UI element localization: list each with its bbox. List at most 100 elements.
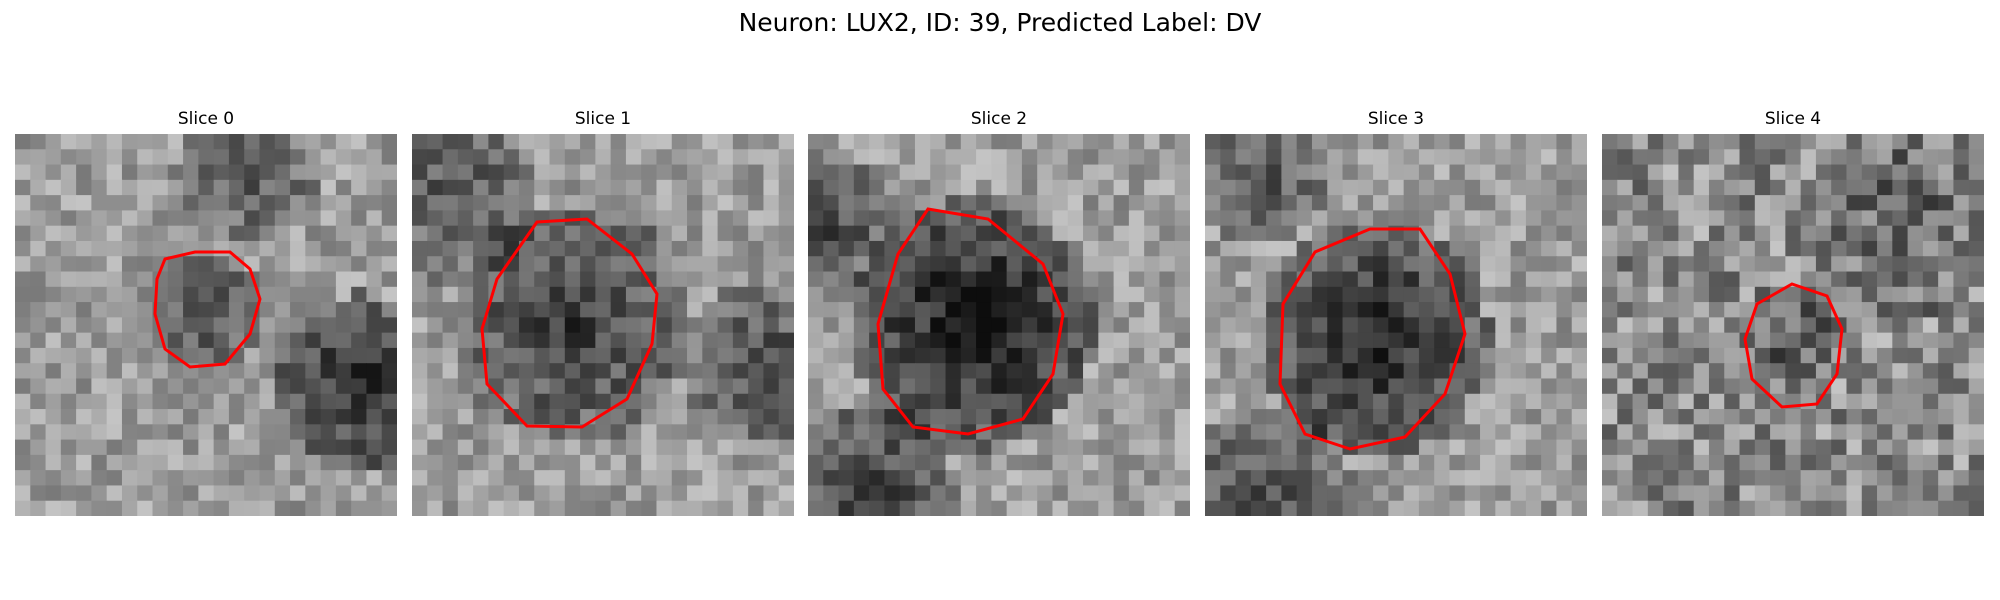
pixel bbox=[488, 179, 505, 196]
pixel bbox=[152, 240, 169, 257]
pixel bbox=[1754, 302, 1771, 318]
pixel bbox=[1800, 439, 1817, 456]
pixel bbox=[1647, 210, 1664, 227]
pixel bbox=[1205, 149, 1221, 166]
pixel bbox=[671, 256, 688, 273]
pixel bbox=[1449, 225, 1466, 242]
pixel bbox=[1831, 179, 1848, 196]
pixel bbox=[1693, 286, 1710, 303]
pixel bbox=[1495, 378, 1512, 395]
pixel bbox=[106, 225, 123, 242]
pixel bbox=[1663, 210, 1679, 227]
pixel bbox=[808, 332, 824, 349]
pixel bbox=[1480, 439, 1496, 456]
pixel bbox=[106, 179, 123, 196]
pixel bbox=[564, 240, 581, 257]
pixel bbox=[76, 485, 92, 502]
pixel bbox=[1877, 424, 1893, 441]
pixel bbox=[1311, 179, 1328, 196]
pixel bbox=[991, 424, 1008, 441]
pixel bbox=[564, 286, 581, 303]
pixel bbox=[45, 485, 62, 502]
pixel bbox=[1785, 302, 1802, 318]
pixel bbox=[1235, 210, 1252, 227]
pixel bbox=[1388, 240, 1405, 257]
pixel bbox=[1311, 332, 1328, 349]
pixel bbox=[228, 454, 245, 471]
pixel bbox=[778, 286, 794, 303]
pixel bbox=[274, 485, 291, 502]
pixel bbox=[1647, 439, 1664, 456]
pixel bbox=[1403, 409, 1420, 425]
pixel bbox=[1357, 195, 1374, 211]
pixel bbox=[656, 332, 673, 349]
pixel bbox=[198, 454, 215, 471]
pixel bbox=[305, 347, 322, 364]
pixel bbox=[1938, 240, 1955, 257]
pixel bbox=[1159, 179, 1176, 196]
pixel bbox=[1113, 317, 1130, 334]
pixel bbox=[152, 164, 169, 181]
pixel bbox=[976, 164, 992, 181]
pixel bbox=[1968, 271, 1984, 288]
pixel bbox=[518, 500, 535, 516]
pixel bbox=[717, 393, 734, 410]
pixel bbox=[823, 454, 840, 471]
pixel bbox=[76, 286, 92, 303]
slice-image-2 bbox=[808, 134, 1190, 516]
pixel bbox=[1098, 195, 1115, 211]
pixel bbox=[534, 363, 551, 380]
pixel bbox=[1617, 347, 1634, 364]
pixel bbox=[914, 134, 931, 150]
pixel bbox=[1052, 134, 1069, 150]
pixel bbox=[213, 225, 230, 242]
pixel bbox=[1021, 179, 1038, 196]
pixel bbox=[625, 424, 642, 441]
pixel bbox=[1296, 302, 1313, 318]
pixel bbox=[549, 332, 566, 349]
pixel bbox=[1098, 332, 1115, 349]
pixel bbox=[1663, 454, 1679, 471]
pixel bbox=[1311, 500, 1328, 516]
pixel bbox=[366, 256, 383, 273]
pixel bbox=[960, 378, 977, 395]
pixel bbox=[274, 439, 291, 456]
pixel bbox=[335, 134, 352, 150]
pixel bbox=[30, 409, 47, 425]
pixel bbox=[1953, 409, 1970, 425]
pixel bbox=[1632, 302, 1649, 318]
pixel bbox=[457, 317, 474, 334]
pixel bbox=[518, 317, 535, 334]
pixel bbox=[991, 378, 1008, 395]
pixel bbox=[1907, 179, 1924, 196]
pixel bbox=[1800, 195, 1817, 211]
pixel bbox=[1235, 240, 1252, 257]
pixel bbox=[1128, 195, 1145, 211]
pixel bbox=[1067, 470, 1084, 487]
pixel bbox=[1128, 439, 1145, 456]
pixel bbox=[1021, 454, 1038, 471]
pixel bbox=[778, 225, 794, 242]
pixel bbox=[198, 378, 215, 395]
pixel bbox=[1037, 210, 1054, 227]
pixel bbox=[991, 363, 1008, 380]
pixel bbox=[244, 210, 261, 227]
pixel bbox=[15, 210, 31, 227]
pixel bbox=[610, 439, 627, 456]
pixel bbox=[15, 240, 31, 257]
pixel bbox=[1067, 439, 1084, 456]
pixel bbox=[503, 424, 520, 441]
pixel bbox=[1495, 393, 1512, 410]
pixel bbox=[1892, 256, 1909, 273]
pixel bbox=[656, 164, 673, 181]
pixel bbox=[1647, 225, 1664, 242]
pixel bbox=[30, 347, 47, 364]
pixel bbox=[671, 134, 688, 150]
pixel bbox=[351, 149, 368, 166]
pixel bbox=[1434, 363, 1451, 380]
pixel bbox=[30, 134, 47, 150]
pixel bbox=[1006, 393, 1023, 410]
pixel bbox=[763, 470, 780, 487]
pixel bbox=[763, 302, 780, 318]
pixel bbox=[914, 149, 931, 166]
